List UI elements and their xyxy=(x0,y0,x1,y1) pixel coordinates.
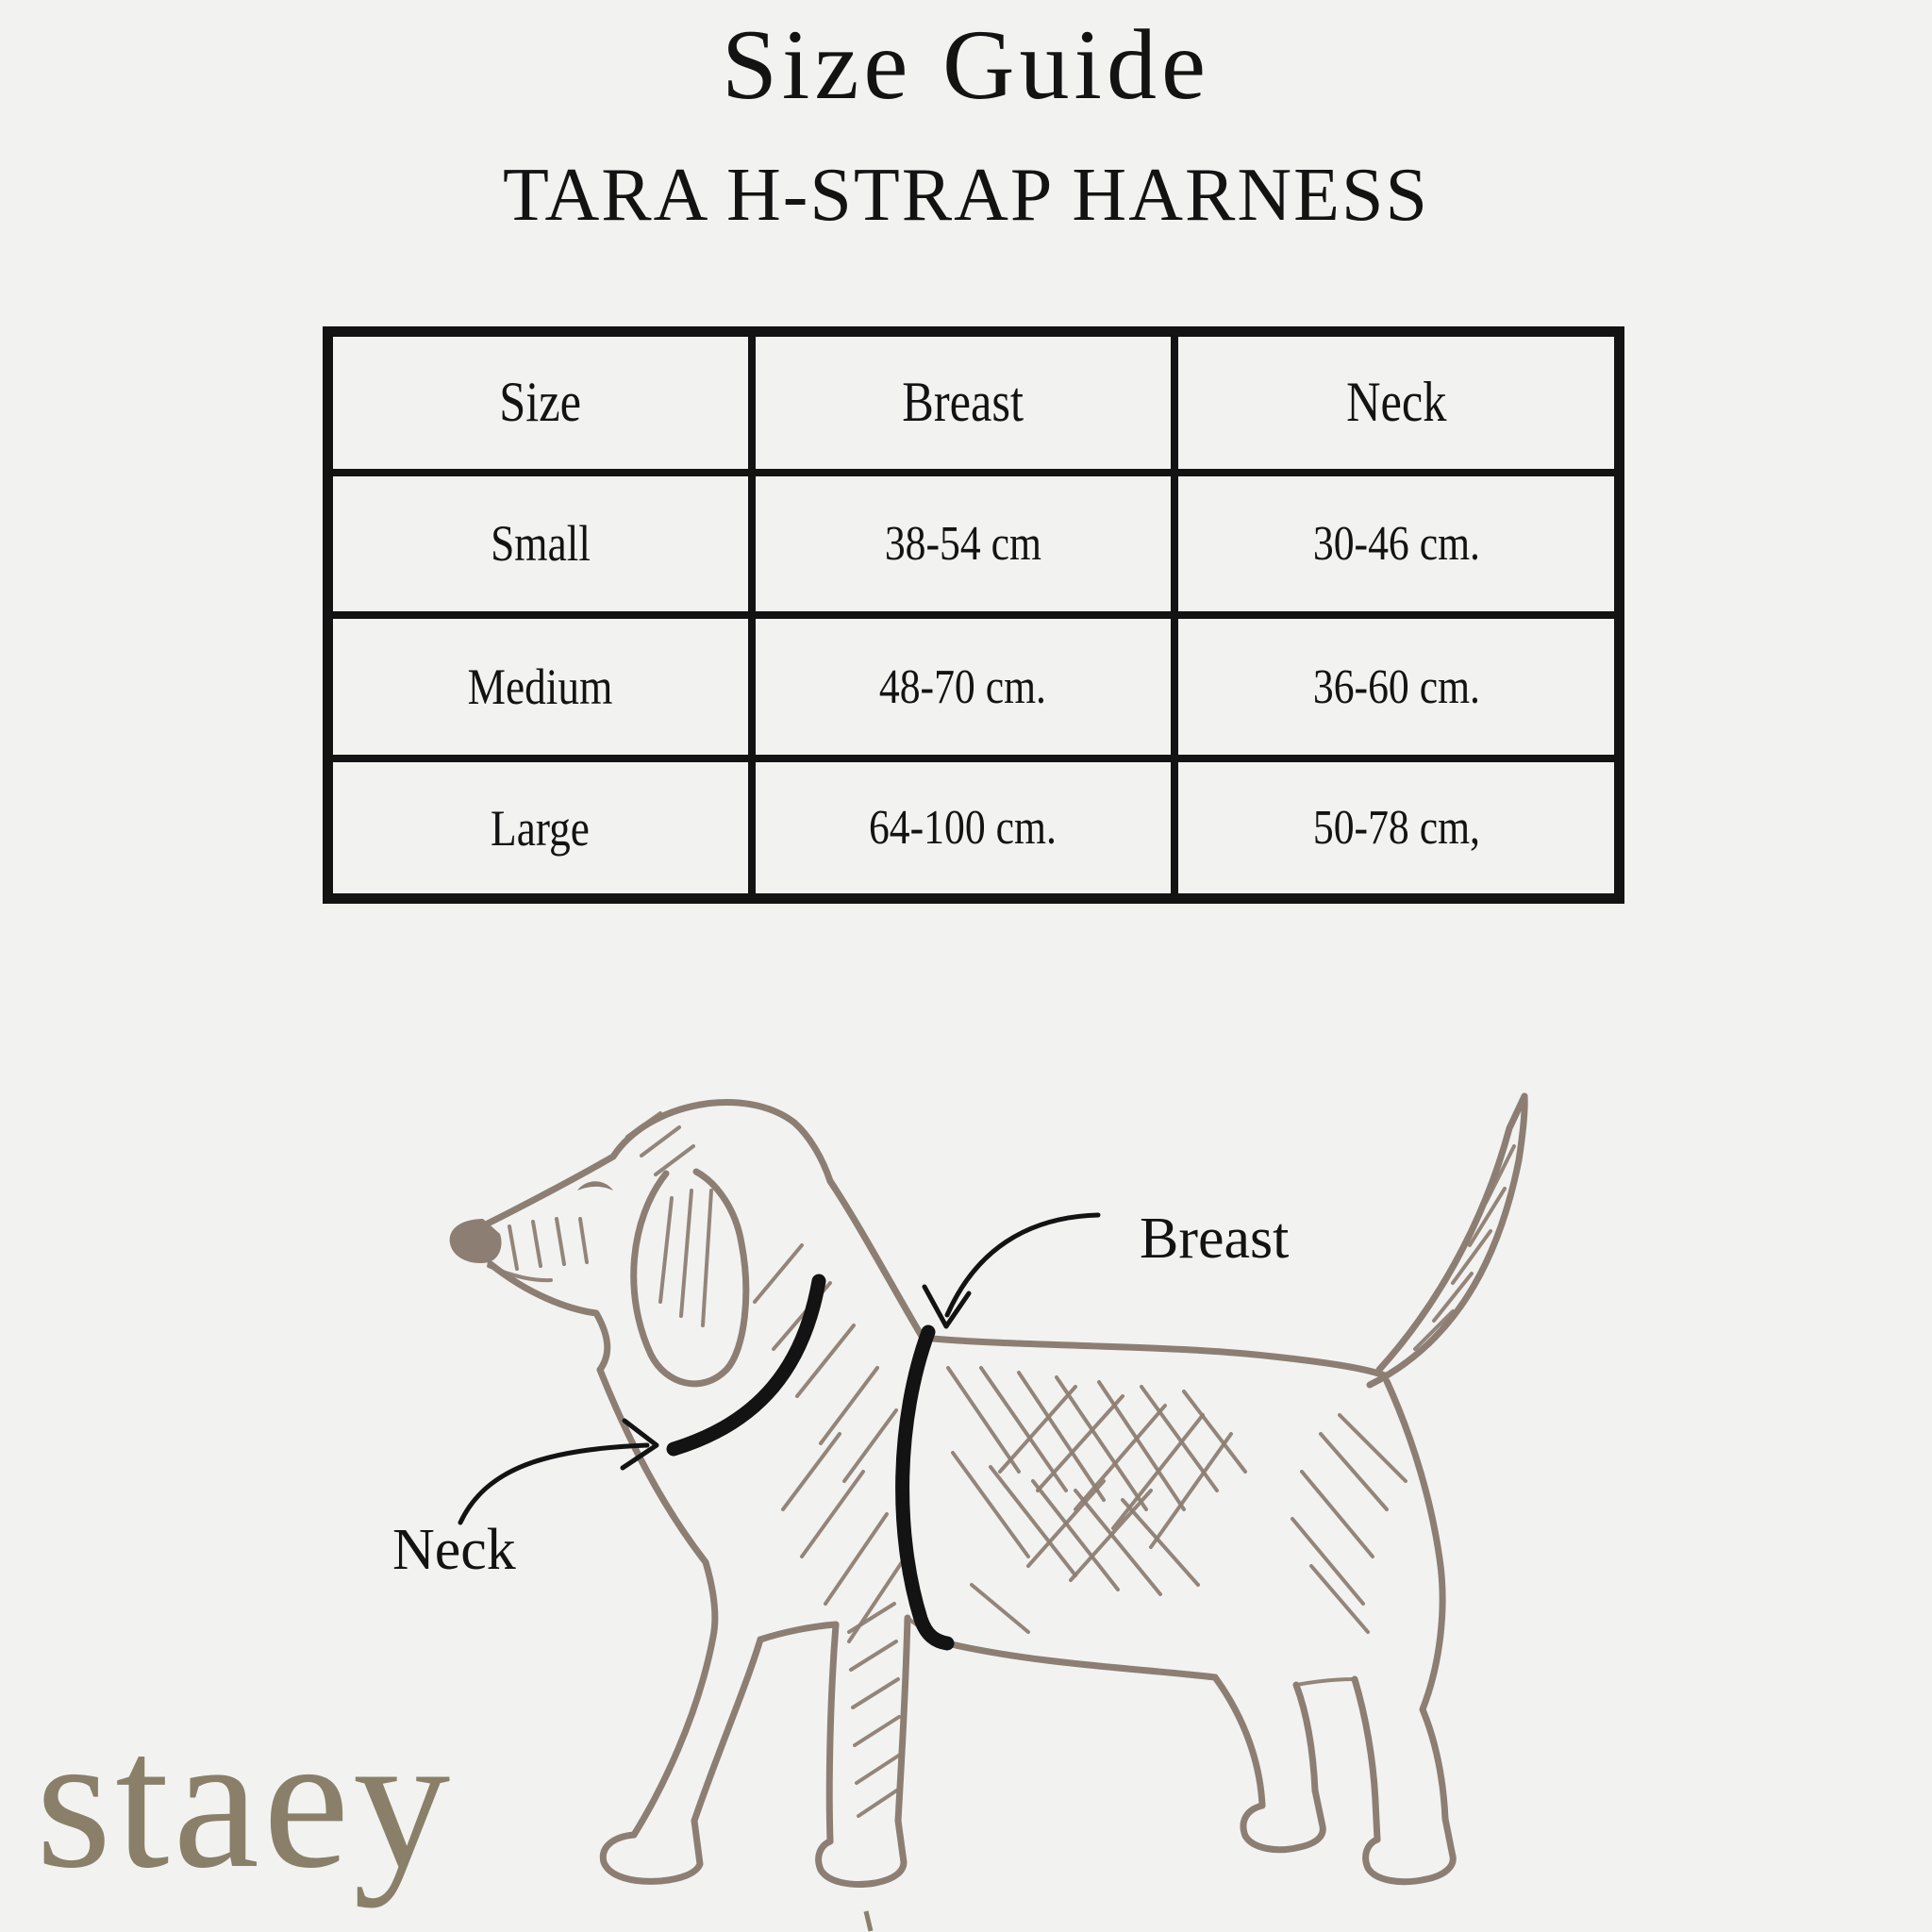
dog-rear-leg-near-back xyxy=(1292,1681,1319,1794)
table-row-medium-label: Medium xyxy=(333,619,748,756)
neck-label: Neck xyxy=(392,1518,516,1582)
dog-neck-front xyxy=(596,1366,719,1641)
table-row-medium-breast: 48-70 cm. xyxy=(755,619,1172,756)
dog-hindquarter-hatching xyxy=(1291,1413,1407,1634)
dog-front-leg-far xyxy=(825,1621,840,1845)
bottom-cropped-mark xyxy=(863,1910,874,1932)
dog-tail-inner xyxy=(1366,1092,1528,1389)
dog-far-leg-hatching xyxy=(847,1602,903,1818)
dog-head-hatching xyxy=(508,1111,695,1271)
dog-muzzle-top xyxy=(482,1153,617,1228)
dog-hindquarter-outline xyxy=(1383,1377,1449,1823)
dog-rear-paw-far xyxy=(1362,1815,1457,1886)
size-table-header-breast: Breast xyxy=(755,337,1172,469)
brand-logo: staey xyxy=(36,1692,455,1908)
dog-chest-bridge xyxy=(757,1621,840,1643)
table-row-small-neck: 30-46 cm. xyxy=(1178,475,1614,611)
breast-arrowhead-icon xyxy=(922,1284,972,1329)
dog-neck-hatching xyxy=(753,1243,908,1643)
dog-front-paw-near xyxy=(599,1817,704,1885)
dog-neck-back xyxy=(826,1177,926,1341)
breast-measure-line xyxy=(895,1324,955,1651)
breast-arrow xyxy=(922,1212,1101,1329)
dog-belly xyxy=(943,1640,1219,1681)
product-subtitle: TARA H-STRAP HARNESS xyxy=(503,154,1429,237)
dog-tail-hatching xyxy=(1413,1144,1516,1351)
table-row-small-breast: 38-54 cm xyxy=(755,475,1172,611)
table-row-large-breast: 64-100 cm. xyxy=(755,762,1172,893)
dog-front-paw-far xyxy=(815,1817,908,1888)
dog-ear-hatching xyxy=(658,1189,713,1327)
dog-front-leg-far-back xyxy=(894,1614,911,1824)
dog-front-leg-near-back xyxy=(691,1636,764,1824)
neck-measure-line xyxy=(666,1274,826,1457)
dog-tail-outer xyxy=(1375,1092,1528,1374)
dog-mouth-line xyxy=(487,1264,553,1283)
dog-ear xyxy=(630,1168,750,1388)
neck-arrow xyxy=(458,1418,659,1525)
dog-rear-leg-near xyxy=(1211,1674,1266,1809)
dog-front-leg-near xyxy=(630,1633,717,1839)
dog-sketch xyxy=(449,1092,1528,1888)
dog-rear-leg-far xyxy=(1351,1675,1381,1843)
size-table-header-size: Size xyxy=(333,337,748,469)
dog-jaw xyxy=(487,1260,611,1374)
size-table: Size Breast Neck Small 38-54 cm 30-46 cm… xyxy=(323,326,1624,904)
dog-body-crosshatch-a xyxy=(946,1366,1247,1596)
dog-head-outline xyxy=(609,1099,834,1185)
table-row-large-label: Large xyxy=(333,762,748,893)
dog-rear-paw-near xyxy=(1240,1787,1326,1854)
neck-arrowhead-icon xyxy=(620,1418,659,1471)
breast-label: Breast xyxy=(1140,1207,1290,1271)
size-table-header-neck: Neck xyxy=(1178,337,1614,469)
dog-body-crosshatch-b xyxy=(970,1385,1233,1634)
dog-rear-bridge xyxy=(1294,1677,1357,1687)
table-row-medium-neck: 36-60 cm. xyxy=(1178,619,1614,756)
dog-eye xyxy=(577,1181,613,1191)
dog-nose xyxy=(449,1219,502,1264)
table-row-large-neck: 50-78 cm, xyxy=(1178,762,1614,893)
page-title: Size Guide xyxy=(721,9,1211,120)
dog-topline xyxy=(919,1334,1389,1379)
table-row-small-label: Small xyxy=(333,475,748,611)
